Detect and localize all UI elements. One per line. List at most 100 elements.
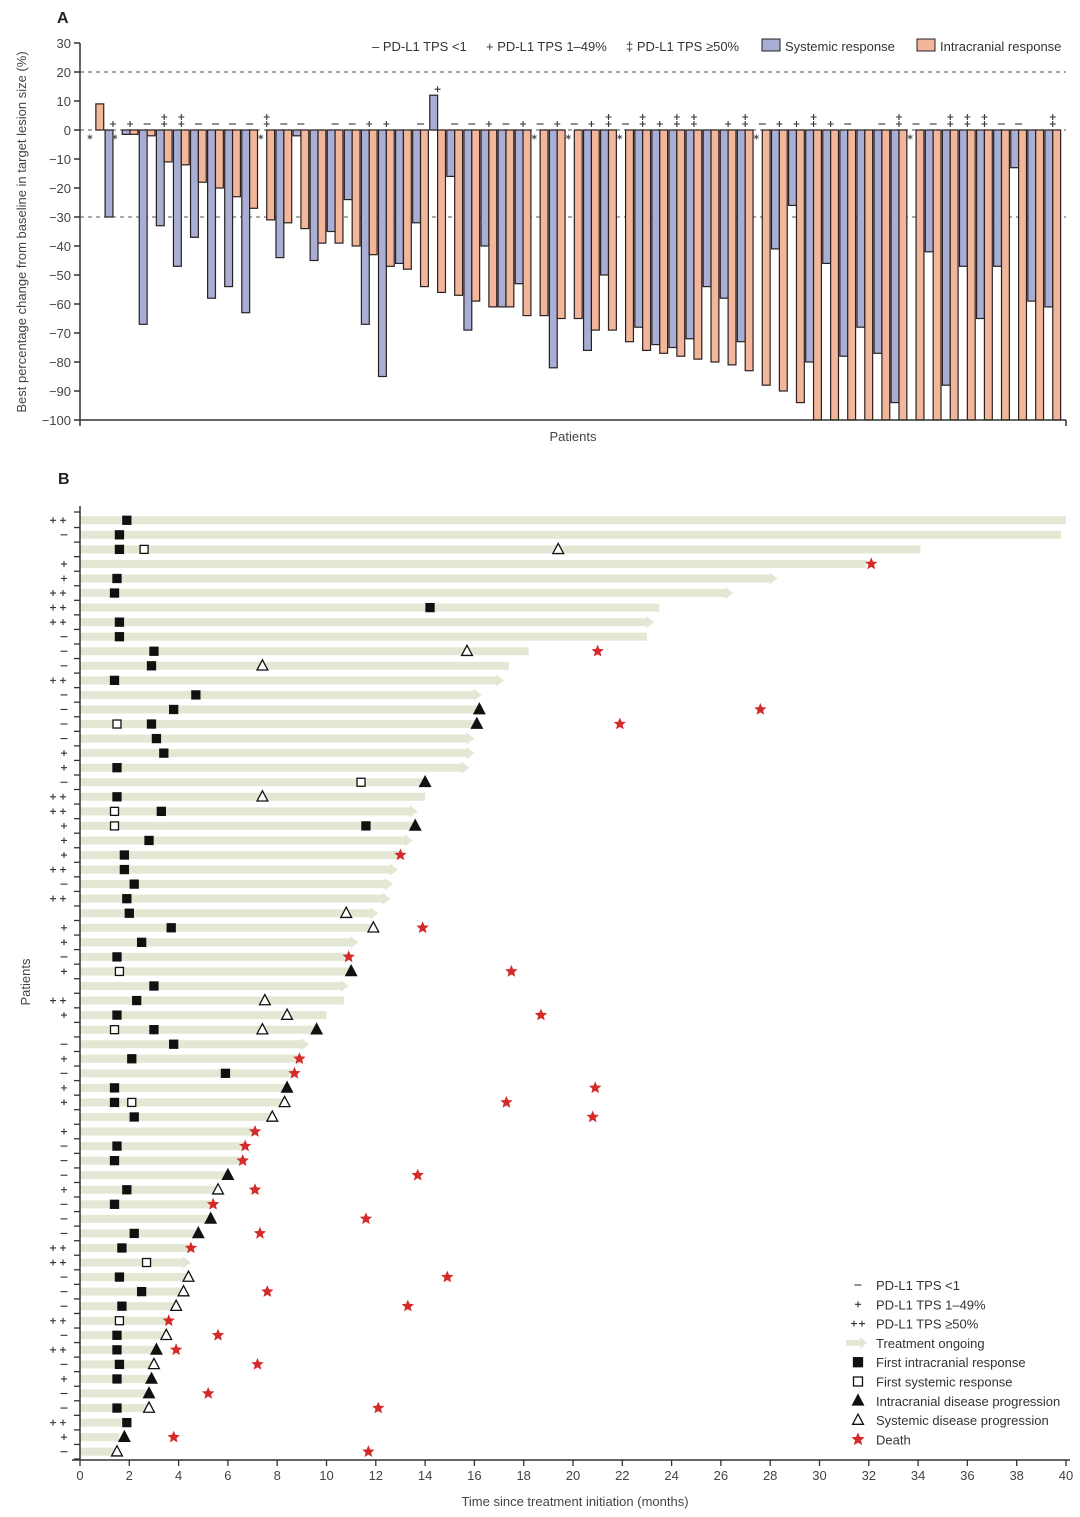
not-evaluable-marker [617, 134, 623, 140]
systemic-bar [839, 129, 849, 357]
systemic-bar [958, 129, 968, 267]
x-tick-label: 26 [714, 1468, 728, 1483]
tps-label [50, 1259, 56, 1266]
systemic-progression-triangle [147, 1357, 161, 1370]
not-evaluable-marker [87, 134, 93, 140]
tps-marker [981, 114, 988, 120]
intracranial-bar [129, 129, 139, 135]
intracranial-bar [642, 129, 652, 351]
death-star [239, 1139, 252, 1152]
systemic-progression-triangle [159, 1327, 173, 1341]
death-star [359, 1212, 373, 1225]
tps-label [60, 1244, 66, 1251]
panel-b-event-markers [109, 515, 878, 1457]
panel-a-label: A [57, 10, 69, 27]
intracranial-bar [744, 129, 754, 372]
treatment-bar [80, 705, 480, 714]
x-tick-label: 30 [812, 1468, 826, 1483]
systemic-bar [736, 129, 746, 343]
legend-tps-symbol [855, 1301, 861, 1308]
systemic-response-square [139, 544, 149, 555]
treatment-bar [80, 647, 529, 656]
intracranial-bar [864, 129, 874, 421]
intracranial-response-square [112, 952, 122, 962]
tps-label [50, 895, 56, 902]
tps-label [60, 997, 66, 1004]
panel-a-y-axis-title: Best percentage change from baseline in … [14, 51, 29, 412]
intracranial-bar [812, 129, 823, 421]
panel-b-y-axis-title: Patients [18, 958, 33, 1005]
death-star [865, 557, 878, 570]
treatment-ongoing-arrow [80, 674, 504, 687]
tps-marker [742, 121, 749, 127]
death-star [236, 1154, 249, 1166]
systemic-response-square [114, 1316, 125, 1326]
tps-marker [810, 121, 817, 127]
legend-background [840, 1275, 1054, 1451]
treatment-bar [80, 1273, 186, 1282]
intracranial-response-square [127, 1054, 137, 1064]
treatment-bar [80, 1287, 182, 1296]
systemic-response-square [109, 821, 120, 831]
tps-marker [161, 114, 168, 120]
systemic-bar [668, 129, 678, 349]
intracranial-progression-triangle [117, 1429, 131, 1443]
treatment-ongoing-arrow [80, 863, 398, 876]
treatment-bar [80, 516, 1066, 525]
death-star [401, 1299, 414, 1312]
intracranial-bar [334, 129, 344, 244]
tps-marker [742, 114, 749, 120]
intracranial-response-square [129, 1112, 139, 1122]
treatment-ongoing-arrow [80, 732, 475, 745]
tps-marker [895, 114, 902, 120]
systemic-bar [993, 129, 1003, 267]
treatment-ongoing-arrow [80, 1038, 310, 1051]
tps-marker [690, 121, 697, 127]
systemic-response-square [114, 966, 125, 977]
death-star [167, 1430, 180, 1443]
panel-a-bars [95, 94, 1062, 421]
tps-label [60, 590, 66, 597]
treatment-bar [80, 996, 344, 1005]
tps-marker [178, 114, 185, 120]
treatment-bar [80, 1112, 273, 1121]
systemic-bar [514, 129, 524, 285]
intracranial-bar [624, 129, 635, 343]
legend-label: Treatment ongoing [876, 1336, 985, 1351]
treatment-ongoing-arrow [80, 878, 394, 891]
not-evaluable-marker [258, 134, 264, 140]
tps-marker [605, 114, 612, 120]
intracranial-bar [266, 129, 276, 221]
systemic-response-square [109, 806, 120, 817]
treatment-ongoing-arrow [80, 747, 475, 760]
intracranial-bar [180, 129, 190, 166]
intracranial-response-square [425, 602, 435, 613]
systemic-bar [702, 129, 712, 288]
intracranial-response-square [159, 748, 169, 758]
tps-marker [725, 121, 732, 127]
x-tick-label: 16 [467, 1468, 481, 1483]
treatment-bar [80, 923, 371, 932]
treatment-bar [80, 603, 660, 612]
systemic-bar [1027, 129, 1037, 302]
tps-marker [947, 114, 954, 120]
death-star [261, 1285, 274, 1297]
treatment-ongoing-arrow [80, 761, 470, 774]
intracranial-progression-triangle [418, 774, 432, 788]
treatment-bar [80, 1389, 147, 1398]
death-star [500, 1095, 513, 1108]
intracranial-response-square [136, 937, 147, 947]
systemic-bar [890, 129, 900, 404]
tps-label [61, 837, 67, 844]
tps-label [61, 1434, 67, 1441]
legend-intracranial-label: Intracranial response [940, 39, 1061, 54]
systemic-response-square [141, 1257, 152, 1268]
intracranial-bar [590, 129, 600, 331]
intracranial-progression-triangle [204, 1211, 218, 1224]
tps-label [60, 604, 66, 611]
intracranial-progression-triangle [408, 818, 422, 831]
panel-b-label: B [58, 471, 70, 488]
intracranial-progression-triangle [851, 1393, 865, 1406]
death-star [202, 1387, 215, 1399]
treatment-ongoing-arrow [80, 834, 413, 847]
